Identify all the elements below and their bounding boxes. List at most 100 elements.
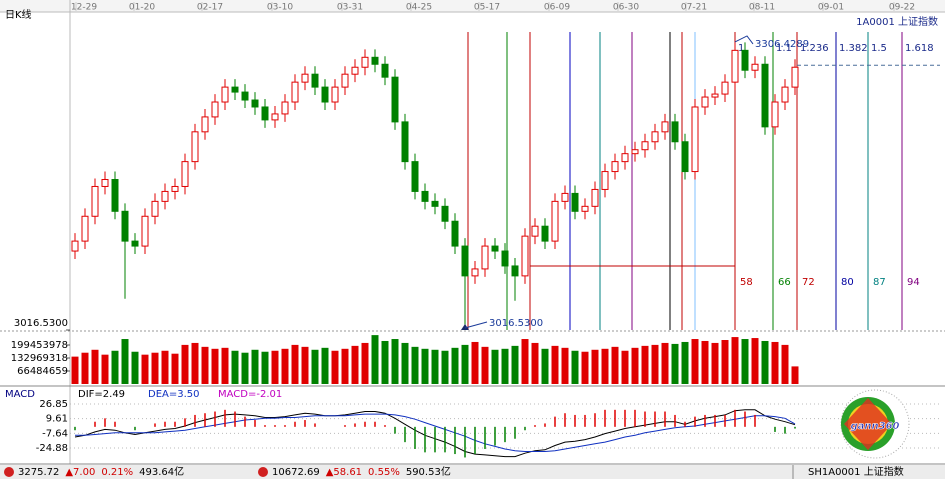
volume-bar (471, 341, 479, 384)
candle-body (301, 73, 309, 83)
volume-bar (771, 341, 779, 384)
status-text: ▲58.61 (326, 467, 362, 478)
volume-bar (381, 340, 389, 384)
volume-bar (351, 345, 359, 384)
volume-bar (731, 337, 739, 384)
panel-title: MACD (5, 389, 35, 400)
candle-body (681, 141, 689, 173)
time-count: 58 (740, 277, 753, 288)
volume-bar (341, 348, 349, 384)
status-text: 0.55% (368, 467, 400, 478)
x-tick-label: 02-17 (197, 3, 223, 13)
volume-bar (211, 348, 219, 384)
volume-bar (151, 352, 159, 384)
volume-bar (571, 350, 579, 384)
volume-bar (691, 339, 699, 384)
time-ratio: 1.5 (871, 43, 887, 54)
candle-body (151, 200, 159, 217)
legend-label: MACD=-2.01 (218, 389, 282, 400)
candle-body (471, 268, 479, 277)
time-count: 66 (778, 277, 791, 288)
legend-label: DIF=2.49 (78, 389, 125, 400)
candle-body (531, 225, 539, 237)
time-count: 94 (907, 277, 920, 288)
candle-body (611, 161, 619, 173)
volume-bar (301, 346, 309, 384)
volume-bar (721, 340, 729, 384)
candle-body (461, 245, 469, 277)
volume-bar (741, 339, 749, 384)
candle-body (421, 190, 429, 202)
annotation-leader (464, 321, 488, 329)
volume-bar (361, 342, 369, 384)
volume-bar (781, 344, 789, 384)
volume-bar (651, 344, 659, 384)
volume-bar (281, 348, 289, 384)
candle-body (91, 185, 99, 217)
candle-body (161, 190, 169, 202)
status-text: 493.64亿 (139, 465, 184, 478)
volume-bar (431, 349, 439, 384)
candle-body (721, 81, 729, 95)
candle-body (171, 185, 179, 192)
x-tick-label: 12-29 (71, 3, 97, 13)
volume-bar (511, 345, 519, 384)
candle-body (621, 153, 629, 163)
volume-bar (401, 342, 409, 384)
candle-body (181, 161, 189, 187)
candle-body (351, 66, 359, 75)
x-tick-label: 04-25 (406, 3, 432, 13)
candle-body (361, 56, 369, 68)
volume-bar (681, 341, 689, 384)
annotation: 3306.4289 (755, 39, 809, 50)
status-text: 590.53亿 (406, 465, 451, 478)
candle-body (411, 161, 419, 192)
y-tick-label: 9.61 (46, 414, 68, 425)
status-icon (258, 467, 268, 477)
volume-bar (631, 347, 639, 384)
annotation: 3016.5300 (489, 318, 543, 329)
candle-body (771, 101, 779, 128)
legend-label: DEA=3.50 (148, 389, 200, 400)
volume-bar (421, 348, 429, 384)
candle-body (541, 225, 549, 242)
volume-bar (321, 347, 329, 384)
annotation-leader (734, 35, 754, 45)
candle-body (381, 63, 389, 78)
candle-body (241, 91, 249, 101)
candle-body (311, 73, 319, 88)
volume-bar (551, 345, 559, 384)
candle-body (141, 215, 149, 247)
candle-body (631, 149, 639, 155)
candle-body (571, 192, 579, 212)
candle-body (371, 56, 379, 65)
candle-body (221, 86, 229, 103)
low-marker (461, 324, 469, 330)
volume-bar (91, 349, 99, 384)
chart-title: 日K线 (5, 8, 32, 21)
volume-bar (521, 339, 529, 384)
candle-body (491, 245, 499, 252)
volume-bar (411, 346, 419, 384)
volume-bar (611, 346, 619, 384)
y-tick-label: 66484659 (17, 366, 68, 377)
volume-bar (131, 351, 139, 384)
volume-bar (481, 346, 489, 384)
volume-bar (531, 342, 539, 384)
volume-bar (561, 347, 569, 384)
candle-body (271, 113, 279, 121)
symbol: 1A0001 上证指数 (856, 15, 938, 28)
x-tick-label: 06-30 (613, 3, 639, 13)
candle-body (791, 66, 799, 88)
x-tick-label: 03-10 (267, 3, 293, 13)
candle-body (331, 86, 339, 103)
candle-body (431, 200, 439, 207)
time-count: 72 (802, 277, 815, 288)
candle-body (401, 121, 409, 163)
candle-body (391, 76, 399, 123)
candle-body (781, 86, 789, 103)
candle-body (561, 192, 569, 202)
x-tick-label: 05-17 (474, 3, 500, 13)
